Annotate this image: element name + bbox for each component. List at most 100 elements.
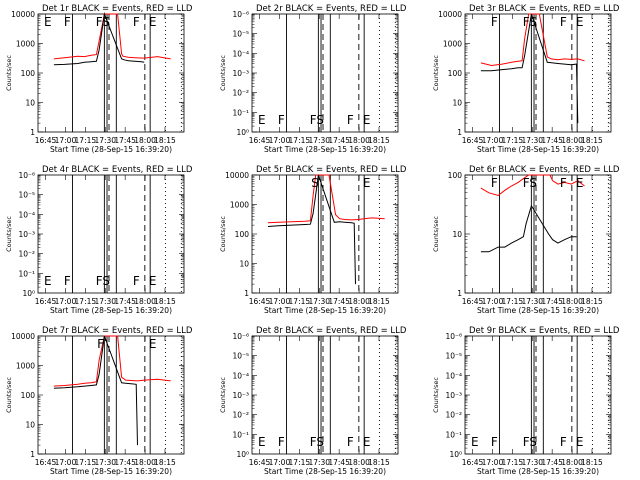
x-tick-label: 17:45 — [114, 297, 136, 306]
y-tick-label: 1000 — [16, 362, 35, 371]
y-tick-label: 10⁻⁴ — [232, 371, 249, 380]
y-tick-label: 10⁻³ — [445, 391, 462, 400]
y-tick-label: 1000 — [230, 201, 249, 210]
x-tick-label: 16:45 — [35, 136, 57, 145]
x-axis-title: Start Time (28-Sep-15 16:39:20) — [477, 306, 599, 315]
event-label: FS — [310, 435, 324, 449]
x-tick-label: 17:30 — [308, 136, 330, 145]
y-tick-label: 10⁻⁴ — [445, 371, 462, 380]
event-label: E — [576, 176, 584, 190]
y-tick-label: 10⁻³ — [232, 391, 249, 400]
x-tick-label: 17:30 — [521, 458, 543, 467]
event-label: F — [560, 435, 567, 449]
x-tick-label: 16:45 — [462, 297, 484, 306]
x-tick-label: 16:45 — [249, 297, 271, 306]
series-line-lld — [480, 174, 585, 197]
plot-frame — [251, 13, 399, 133]
x-axis-title: Start Time (28-Sep-15 16:39:20) — [264, 467, 386, 476]
x-tick-label: 17:00 — [482, 458, 504, 467]
x-tick-label: 17:00 — [55, 297, 77, 306]
panel-det6: Det 6r BLACK = Events, RED = LLD 1 10 100 16… — [432, 165, 620, 315]
y-tick-label: 1000 — [16, 40, 35, 49]
x-tick-label: 17:15 — [75, 136, 97, 145]
series-line-lld — [480, 13, 585, 67]
event-label: F — [64, 15, 71, 29]
y-tick-label: 1 — [244, 289, 249, 298]
y-tick-label: 10⁻¹ — [18, 269, 35, 278]
event-label: E — [363, 176, 371, 190]
x-tick-label: 18:00 — [561, 297, 583, 306]
x-tick-label: 17:30 — [308, 297, 330, 306]
y-tick-label: 10 — [25, 421, 35, 430]
y-tick-label: 1 — [30, 450, 35, 459]
x-tick-label: 18:00 — [348, 136, 370, 145]
plot-frame — [464, 174, 612, 294]
x-tick-label: 16:45 — [35, 458, 57, 467]
y-axis-title: Counts/sec — [219, 377, 227, 413]
y-tick-label: 10⁻⁶ — [232, 10, 249, 19]
y-tick-label: 10⁻² — [18, 250, 35, 259]
x-tick-label: 17:15 — [289, 136, 311, 145]
x-tick-label: 16:45 — [462, 136, 484, 145]
event-label: E — [44, 274, 52, 288]
series-line-events — [53, 335, 138, 446]
y-tick-label: 10 — [452, 99, 462, 108]
x-tick-label: 17:00 — [269, 458, 291, 467]
y-tick-label: 10⁻⁶ — [18, 171, 35, 180]
y-tick-label: 10 — [452, 230, 462, 239]
event-label: E — [149, 337, 157, 351]
event-label: E — [44, 15, 52, 29]
y-tick-label: 10⁰ — [22, 289, 35, 298]
y-tick-label: 10⁰ — [236, 128, 249, 137]
y-tick-label: 10 — [25, 99, 35, 108]
panel-det7: Det 7r BLACK = Events, RED = LLD 1 10 100 10… — [5, 326, 193, 476]
event-label: F — [278, 113, 285, 127]
x-tick-label: 17:30 — [94, 136, 116, 145]
y-tick-label: 100 — [448, 171, 463, 180]
chart-title: Det 1r BLACK = Events, RED = LLD — [42, 4, 193, 14]
y-tick-label: 10000 — [225, 171, 249, 180]
event-label: F — [560, 176, 567, 190]
x-tick-label: 17:00 — [482, 136, 504, 145]
y-tick-label: 10⁻⁵ — [232, 30, 249, 39]
y-tick-label: 10⁻⁶ — [232, 332, 249, 341]
event-label: E — [576, 435, 584, 449]
panel-det4: Det 4r BLACK = Events, RED = LLD 10⁰ 10⁻¹ 1… — [5, 165, 193, 315]
x-tick-label: 17:15 — [75, 458, 97, 467]
y-tick-label: 10000 — [438, 10, 462, 19]
series-line-events — [480, 204, 577, 253]
series-line-lld — [53, 13, 171, 60]
x-tick-label: 17:45 — [541, 136, 563, 145]
event-label: F — [491, 15, 498, 29]
x-tick-label: 16:45 — [249, 458, 271, 467]
y-tick-label: 10000 — [11, 10, 35, 19]
chart-title: Det 4r BLACK = Events, RED = LLD — [42, 165, 193, 175]
x-tick-label: 17:15 — [289, 458, 311, 467]
y-tick-label: 10⁻¹ — [445, 430, 462, 439]
y-axis-title: Counts/sec — [5, 216, 13, 252]
y-tick-label: 100 — [21, 69, 36, 78]
x-axis-title: Start Time (28-Sep-15 16:39:20) — [50, 467, 172, 476]
event-label: E — [149, 15, 157, 29]
x-tick-label: 17:30 — [94, 297, 116, 306]
x-tick-label: 18:15 — [581, 297, 603, 306]
x-tick-label: 18:15 — [368, 297, 390, 306]
x-tick-label: 18:15 — [154, 458, 176, 467]
plot-frame — [251, 335, 399, 455]
x-tick-label: 18:15 — [581, 136, 603, 145]
event-label: F — [347, 435, 354, 449]
x-tick-label: 17:30 — [308, 458, 330, 467]
y-tick-label: 10⁻⁴ — [18, 210, 35, 219]
event-label: E — [258, 113, 266, 127]
x-tick-label: 17:30 — [521, 136, 543, 145]
y-tick-label: 10⁻² — [232, 411, 249, 420]
x-axis-title: Start Time (28-Sep-15 16:39:20) — [50, 145, 172, 154]
event-label: FS — [96, 15, 110, 29]
x-tick-label: 17:00 — [482, 297, 504, 306]
event-label: E — [363, 113, 371, 127]
y-tick-label: 10⁻¹ — [232, 430, 249, 439]
y-tick-label: 10 — [239, 260, 249, 269]
x-tick-label: 17:45 — [114, 136, 136, 145]
y-tick-label: 10⁰ — [236, 450, 249, 459]
y-axis-title: Counts/sec — [219, 216, 227, 252]
